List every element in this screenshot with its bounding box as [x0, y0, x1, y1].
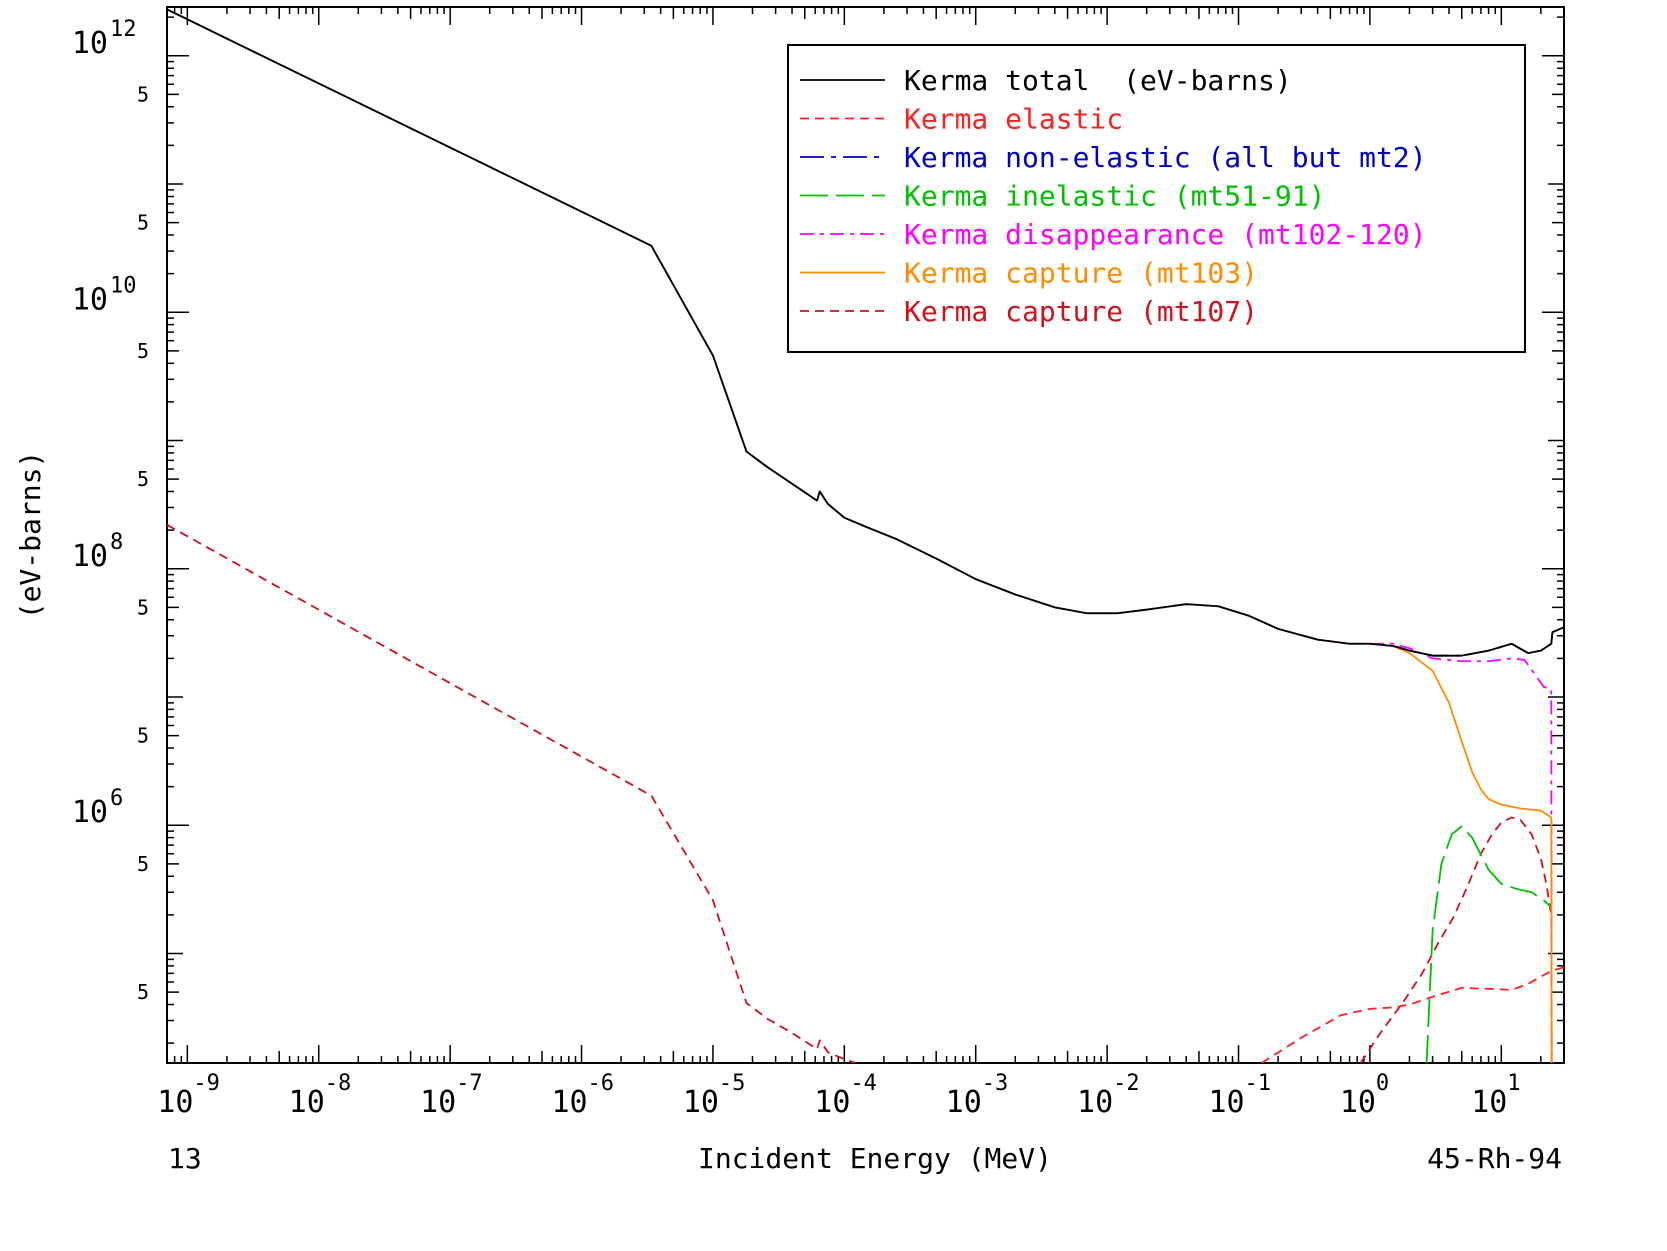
legend-item: Kerma elastic: [800, 103, 1123, 136]
x-tick-label: 10-3: [946, 1071, 1009, 1120]
y-minor-tick-label: 5: [137, 211, 149, 235]
series-line: [167, 524, 859, 1063]
y-minor-tick-label: 5: [137, 852, 149, 876]
x-tick-label: 10-5: [683, 1071, 746, 1120]
legend-box: [787, 44, 1526, 353]
plot-frame: [166, 6, 1565, 1064]
axis-ticks: [166, 7, 1565, 1063]
x-tick-mantissa: 10: [946, 1085, 982, 1120]
y-tick-label: 10 8: [72, 530, 123, 574]
y-minor-tick-label: 5: [137, 82, 149, 106]
x-tick-mantissa: 10: [683, 1085, 719, 1120]
footer-left-label: 13: [168, 1142, 202, 1175]
x-tick-mantissa: 10: [814, 1085, 850, 1120]
x-tick-exponent: 0: [1376, 1071, 1389, 1096]
footer-right-label: 45-Rh-94: [1427, 1142, 1562, 1175]
y-tick-label: 10 10: [72, 273, 137, 317]
y-minor-tick-label: 5: [137, 724, 149, 748]
legend-item: Kerma capture (mt107): [800, 295, 1258, 328]
series-line-segment: [1359, 816, 1553, 1063]
y-axis-title: (eV-barns): [14, 451, 47, 620]
y-tick-mantissa: 10: [72, 282, 108, 317]
x-tick-label: 10-9: [157, 1071, 220, 1120]
legend-label: Kerma capture (mt103): [904, 257, 1258, 290]
x-tick-label: 101: [1471, 1071, 1520, 1120]
tick-marks: [166, 7, 1565, 1063]
legend-label: Kerma elastic: [904, 103, 1123, 136]
legend-label: Kerma disappearance (mt102-120): [904, 218, 1427, 251]
x-tick-label: 10-7: [420, 1071, 483, 1120]
tick-labels: 10-910-810-710-610-510-410-310-210-11001…: [72, 17, 1521, 1120]
x-tick-label: 10-8: [289, 1071, 352, 1120]
legend-label: Kerma capture (mt107): [904, 295, 1258, 328]
x-tick-exponent: -6: [588, 1071, 615, 1096]
legend-label: Kerma non-elastic (all but mt2): [904, 141, 1427, 174]
x-tick-mantissa: 10: [1077, 1085, 1113, 1120]
x-tick-exponent: -4: [850, 1071, 877, 1096]
series-line: [1425, 825, 1552, 1063]
x-tick-exponent: -8: [325, 1071, 352, 1096]
series-line: [167, 8, 1564, 657]
x-tick-mantissa: 10: [1208, 1085, 1244, 1120]
legend-item: Kerma non-elastic (all but mt2): [800, 141, 1427, 174]
y-tick-exponent: 12: [110, 17, 137, 42]
x-tick-mantissa: 10: [1471, 1085, 1507, 1120]
y-tick-mantissa: 10: [72, 795, 108, 830]
x-tick-exponent: -9: [193, 1071, 220, 1096]
series-layer: [167, 8, 1564, 1063]
x-tick-exponent: -7: [456, 1071, 483, 1096]
series-line: [1261, 966, 1564, 1063]
x-tick-label: 10-2: [1077, 1071, 1140, 1120]
x-tick-mantissa: 10: [420, 1085, 456, 1120]
y-minor-tick-label: 5: [137, 595, 149, 619]
legend-item: Kerma capture (mt103): [800, 257, 1258, 290]
x-axis-title: Incident Energy (MeV): [698, 1142, 1052, 1175]
legend-item: Kerma inelastic (mt51-91): [800, 180, 1325, 213]
series-0: [167, 8, 1564, 657]
x-tick-exponent: -1: [1245, 1071, 1272, 1096]
x-tick-exponent: -2: [1113, 1071, 1140, 1096]
series-4: [1369, 642, 1553, 1063]
y-minor-tick-label: 5: [137, 980, 149, 1004]
x-tick-label: 10-4: [814, 1071, 877, 1120]
x-tick-exponent: -5: [719, 1071, 746, 1096]
series-line: [1369, 642, 1553, 1063]
x-tick-label: 10-1: [1208, 1071, 1271, 1120]
legend-label: Kerma total (eV-barns): [904, 64, 1292, 97]
y-minor-tick-label: 5: [137, 467, 149, 491]
y-tick-exponent: 8: [110, 530, 123, 555]
series-1: [1261, 966, 1564, 1063]
x-tick-label: 100: [1340, 1071, 1389, 1120]
series-3: [1425, 825, 1552, 1063]
legend-item: Kerma total (eV-barns): [800, 64, 1292, 97]
y-tick-mantissa: 10: [72, 26, 108, 61]
y-tick-exponent: 6: [110, 786, 123, 811]
legend-item: Kerma disappearance (mt102-120): [800, 218, 1427, 251]
x-tick-mantissa: 10: [1340, 1085, 1376, 1120]
x-tick-label: 10-6: [551, 1071, 614, 1120]
x-tick-mantissa: 10: [157, 1085, 193, 1120]
y-tick-label: 10 6: [72, 786, 123, 830]
x-tick-mantissa: 10: [289, 1085, 325, 1120]
y-tick-exponent: 10: [110, 273, 137, 298]
legend-label: Kerma inelastic (mt51-91): [904, 180, 1325, 213]
y-minor-tick-label: 5: [137, 339, 149, 363]
legend: Kerma total (eV-barns) Kerma elastic Kerma…: [787, 44, 1526, 353]
x-tick-mantissa: 10: [551, 1085, 587, 1120]
y-tick-mantissa: 10: [72, 539, 108, 574]
series-6: [167, 524, 1553, 1063]
x-tick-exponent: -3: [982, 1071, 1009, 1096]
y-tick-label: 10 12: [72, 17, 137, 61]
x-tick-exponent: 1: [1507, 1071, 1520, 1096]
